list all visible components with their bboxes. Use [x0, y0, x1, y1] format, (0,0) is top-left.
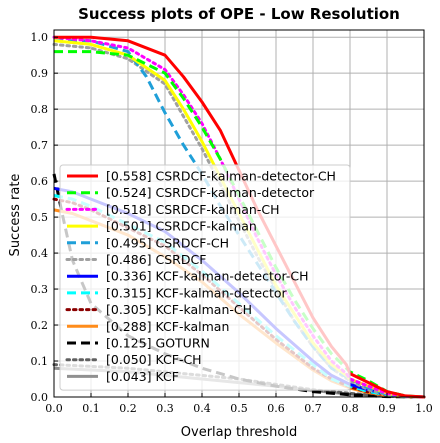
y-tick-label: 1.0	[31, 31, 49, 44]
x-tick-label: 0.9	[378, 402, 396, 415]
x-tick-label: 0.3	[156, 402, 174, 415]
y-tick-label: 0.1	[31, 355, 49, 368]
x-tick-label: 1.0	[415, 402, 433, 415]
legend-entry-label: [0.043] KCF	[106, 369, 179, 384]
legend-entry-label: [0.486] CSRDCF	[106, 252, 206, 267]
legend-entry-label: [0.518] CSRDCF-kalman-CH	[106, 202, 279, 217]
legend-box	[59, 164, 351, 391]
legend-entry-label: [0.501] CSRDCF-kalman	[106, 219, 257, 234]
y-tick-label: 0.3	[31, 283, 49, 296]
legend-entry-label: [0.524] CSRDCF-kalman-detector	[106, 185, 315, 200]
x-axis-label: Overlap threshold	[181, 425, 297, 440]
y-tick-label: 0.2	[31, 319, 49, 332]
y-tick-label: 0.4	[31, 247, 49, 260]
legend-entry-label: [0.125] GOTURN	[106, 336, 210, 351]
x-tick-label: 0.2	[119, 402, 137, 415]
legend-entry-label: [0.495] CSRDCF-CH	[106, 235, 229, 250]
legend-entry-label: [0.305] KCF-kalman-CH	[106, 302, 252, 317]
y-tick-label: 0.0	[31, 391, 49, 404]
legend-entry-label: [0.315] KCF-kalman-detector	[106, 285, 288, 300]
x-tick-label: 0.8	[341, 402, 359, 415]
y-tick-label: 0.7	[31, 139, 49, 152]
y-tick-label: 0.5	[31, 211, 49, 224]
legend-entry-label: [0.050] KCF-CH	[106, 352, 202, 367]
x-axis-ticks: 0.0 0.1 0.2 0.3 0.4 0.5 0.6 0.7 0.8 0.9 1.0	[45, 393, 433, 415]
y-tick-label: 0.8	[31, 103, 49, 116]
y-tick-label: 0.6	[31, 175, 49, 188]
x-tick-label: 0.4	[193, 402, 211, 415]
legend-entry-label: [0.288] KCF-kalman	[106, 319, 229, 334]
legend: [0.558] CSRDCF-kalman-detector-CH[0.524]…	[59, 164, 351, 391]
legend-entry-label: [0.558] CSRDCF-kalman-detector-CH	[106, 169, 336, 184]
x-tick-label: 0.6	[267, 402, 285, 415]
x-tick-label: 0.0	[45, 402, 63, 415]
y-axis-ticks: 0.0 0.1 0.2 0.3 0.4 0.5 0.6 0.7 0.8 0.9 1.0	[31, 31, 58, 404]
y-tick-label: 0.9	[31, 67, 49, 80]
x-tick-label: 0.1	[82, 402, 100, 415]
chart-title: Success plots of OPE - Low Resolution	[78, 5, 400, 23]
y-axis-label: Success rate	[8, 174, 23, 257]
x-tick-label: 0.5	[230, 402, 248, 415]
x-tick-label: 0.7	[304, 402, 322, 415]
legend-entry-label: [0.336] KCF-kalman-detector-CH	[106, 269, 309, 284]
